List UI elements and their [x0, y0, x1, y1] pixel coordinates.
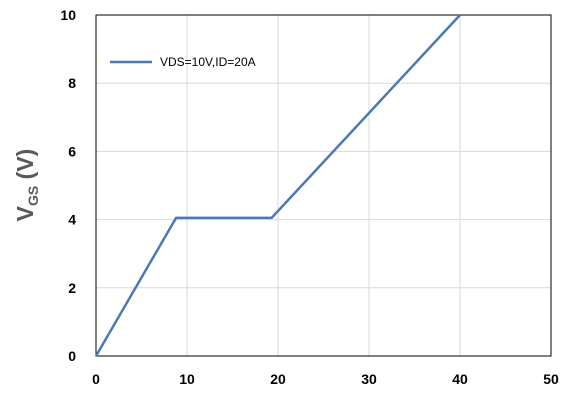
y-tick-labels: 0 2 4 6 8 10 [60, 7, 76, 364]
x-tick-label: 30 [361, 371, 377, 387]
y-axis-label-suffix: (V) [12, 149, 38, 186]
x-tick-label: 50 [543, 371, 559, 387]
y-tick-label: 0 [68, 348, 76, 364]
y-axis-label: VGS (V) [12, 149, 41, 222]
x-tick-label: 0 [92, 371, 100, 387]
y-tick-label: 10 [60, 7, 76, 23]
y-axis-label-main: V [12, 205, 38, 221]
grid [96, 15, 551, 356]
plot-frame [95, 14, 552, 357]
series-layer [94, 14, 461, 357]
y-tick-label: 8 [68, 75, 76, 91]
x-tick-label: 10 [179, 371, 195, 387]
y-tick-label: 6 [68, 143, 76, 159]
legend: VDS=10V,ID=20A [110, 55, 256, 69]
y-axis-label-subscript: GS [25, 186, 41, 206]
x-tick-labels: 0 10 20 30 40 50 [92, 371, 559, 387]
x-tick-label: 20 [270, 371, 286, 387]
legend-label: VDS=10V,ID=20A [160, 55, 256, 69]
series-line [94, 14, 461, 357]
axes [95, 14, 552, 357]
x-tick-label: 40 [452, 371, 468, 387]
y-tick-label: 2 [68, 280, 76, 296]
y-tick-label: 4 [68, 212, 76, 228]
